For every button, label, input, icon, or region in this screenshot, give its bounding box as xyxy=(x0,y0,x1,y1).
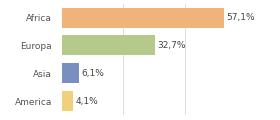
Text: 6,1%: 6,1% xyxy=(81,69,104,78)
Bar xyxy=(62,63,79,83)
Text: 4,1%: 4,1% xyxy=(76,97,98,106)
Text: 32,7%: 32,7% xyxy=(157,41,185,50)
Bar xyxy=(62,91,73,111)
Text: 57,1%: 57,1% xyxy=(226,13,255,22)
Bar xyxy=(62,35,155,55)
Bar xyxy=(62,8,224,28)
